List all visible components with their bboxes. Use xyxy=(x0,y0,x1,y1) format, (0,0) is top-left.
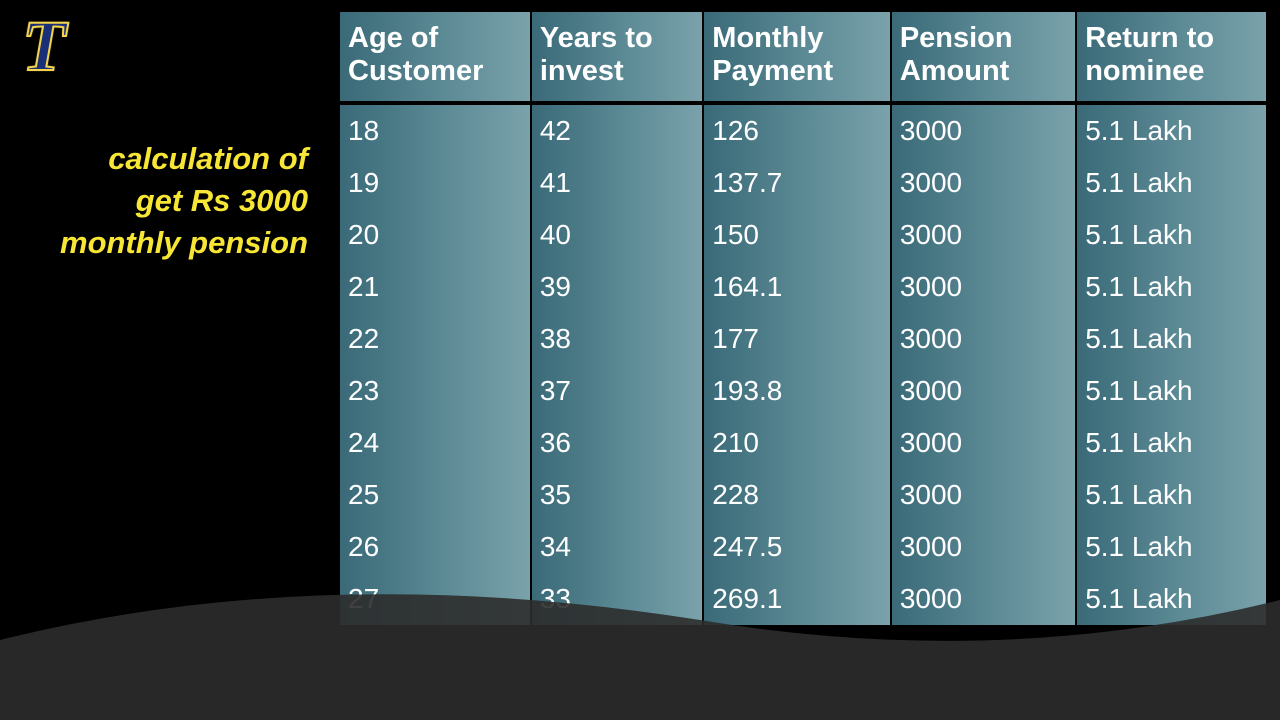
cell-years: 42 xyxy=(532,105,702,157)
table-row: 19 41 137.7 3000 5.1 Lakh xyxy=(340,157,1266,209)
cell-years: 41 xyxy=(532,157,702,209)
cell-age: 19 xyxy=(340,157,530,209)
cell-return: 5.1 Lakh xyxy=(1077,157,1266,209)
cell-age: 23 xyxy=(340,365,530,417)
cell-monthly: 150 xyxy=(704,209,890,261)
table-row: 25 35 228 3000 5.1 Lakh xyxy=(340,469,1266,521)
cell-monthly: 137.7 xyxy=(704,157,890,209)
side-title-line: get Rs 3000 xyxy=(136,183,308,218)
table-row: 24 36 210 3000 5.1 Lakh xyxy=(340,417,1266,469)
table-row: 22 38 177 3000 5.1 Lakh xyxy=(340,313,1266,365)
cell-return: 5.1 Lakh xyxy=(1077,365,1266,417)
table-row: 26 34 247.5 3000 5.1 Lakh xyxy=(340,521,1266,573)
cell-pension: 3000 xyxy=(892,365,1075,417)
cell-monthly: 193.8 xyxy=(704,365,890,417)
col-header-years: Years to invest xyxy=(532,12,702,105)
cell-age: 27 xyxy=(340,573,530,628)
cell-return: 5.1 Lakh xyxy=(1077,469,1266,521)
col-header-age: Age of Customer xyxy=(340,12,530,105)
cell-monthly: 228 xyxy=(704,469,890,521)
cell-return: 5.1 Lakh xyxy=(1077,573,1266,628)
cell-monthly: 247.5 xyxy=(704,521,890,573)
side-title: calculation of get Rs 3000 monthly pensi… xyxy=(0,138,328,264)
pension-table: Age of Customer Years to invest Monthly … xyxy=(338,12,1268,628)
cell-pension: 3000 xyxy=(892,261,1075,313)
cell-pension: 3000 xyxy=(892,157,1075,209)
cell-pension: 3000 xyxy=(892,209,1075,261)
cell-age: 21 xyxy=(340,261,530,313)
cell-return: 5.1 Lakh xyxy=(1077,521,1266,573)
table-row: 18 42 126 3000 5.1 Lakh xyxy=(340,105,1266,157)
cell-monthly: 126 xyxy=(704,105,890,157)
cell-years: 38 xyxy=(532,313,702,365)
cell-pension: 3000 xyxy=(892,521,1075,573)
cell-age: 22 xyxy=(340,313,530,365)
cell-monthly: 177 xyxy=(704,313,890,365)
cell-return: 5.1 Lakh xyxy=(1077,209,1266,261)
cell-age: 18 xyxy=(340,105,530,157)
col-header-pension: Pension Amount xyxy=(892,12,1075,105)
cell-age: 20 xyxy=(340,209,530,261)
cell-pension: 3000 xyxy=(892,469,1075,521)
table-header-row: Age of Customer Years to invest Monthly … xyxy=(340,12,1266,105)
cell-return: 5.1 Lakh xyxy=(1077,417,1266,469)
cell-pension: 3000 xyxy=(892,417,1075,469)
cell-return: 5.1 Lakh xyxy=(1077,313,1266,365)
cell-years: 34 xyxy=(532,521,702,573)
cell-pension: 3000 xyxy=(892,105,1075,157)
cell-years: 37 xyxy=(532,365,702,417)
table-row: 21 39 164.1 3000 5.1 Lakh xyxy=(340,261,1266,313)
side-title-line: calculation of xyxy=(108,141,308,176)
cell-age: 24 xyxy=(340,417,530,469)
logo: T xyxy=(22,18,66,76)
cell-monthly: 269.1 xyxy=(704,573,890,628)
cell-years: 40 xyxy=(532,209,702,261)
table-row: 27 33 269.1 3000 5.1 Lakh xyxy=(340,573,1266,628)
cell-pension: 3000 xyxy=(892,573,1075,628)
cell-return: 5.1 Lakh xyxy=(1077,105,1266,157)
table-body: 18 42 126 3000 5.1 Lakh 19 41 137.7 3000… xyxy=(340,105,1266,628)
cell-age: 26 xyxy=(340,521,530,573)
table-row: 20 40 150 3000 5.1 Lakh xyxy=(340,209,1266,261)
col-header-return: Return to nominee xyxy=(1077,12,1266,105)
col-header-monthly: Monthly Payment xyxy=(704,12,890,105)
cell-years: 33 xyxy=(532,573,702,628)
cell-monthly: 210 xyxy=(704,417,890,469)
cell-return: 5.1 Lakh xyxy=(1077,261,1266,313)
cell-years: 35 xyxy=(532,469,702,521)
cell-monthly: 164.1 xyxy=(704,261,890,313)
cell-age: 25 xyxy=(340,469,530,521)
side-title-line: monthly pension xyxy=(60,225,308,260)
cell-pension: 3000 xyxy=(892,313,1075,365)
table-row: 23 37 193.8 3000 5.1 Lakh xyxy=(340,365,1266,417)
cell-years: 36 xyxy=(532,417,702,469)
cell-years: 39 xyxy=(532,261,702,313)
